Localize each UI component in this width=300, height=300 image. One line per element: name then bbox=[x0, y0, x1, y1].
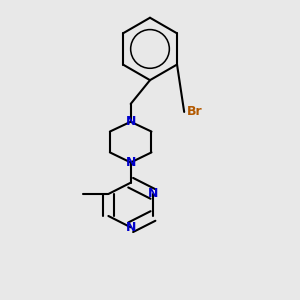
Text: Br: Br bbox=[187, 106, 203, 118]
Text: N: N bbox=[148, 188, 158, 200]
Text: N: N bbox=[125, 115, 136, 128]
Text: N: N bbox=[125, 156, 136, 169]
Text: N: N bbox=[125, 221, 136, 234]
